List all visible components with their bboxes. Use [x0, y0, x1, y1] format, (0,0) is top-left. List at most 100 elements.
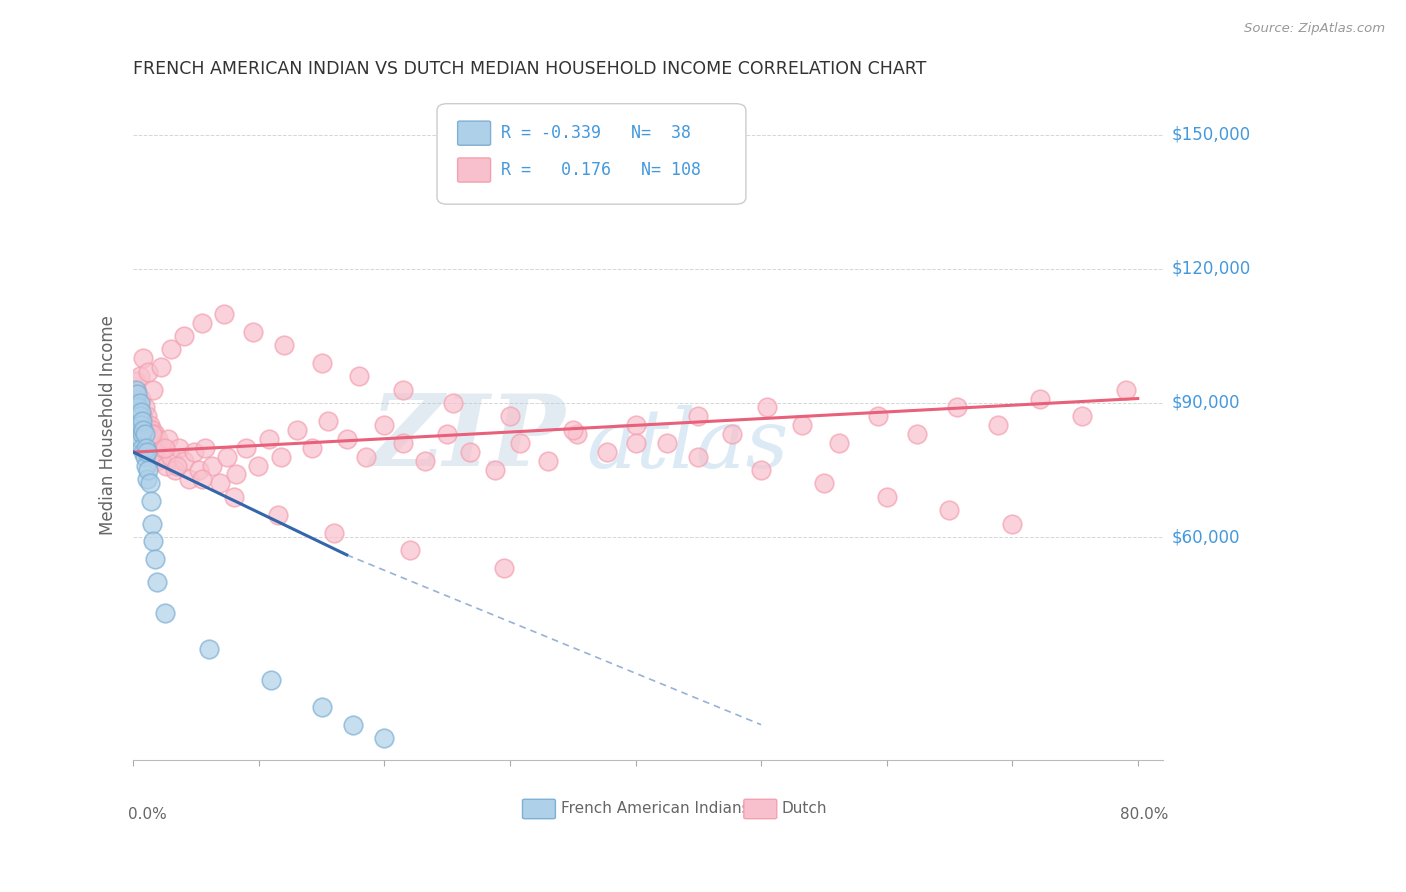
- Point: [143, 427, 166, 442]
- Point: [828, 436, 851, 450]
- Point: [267, 508, 290, 522]
- Point: [148, 432, 170, 446]
- Text: atlas: atlas: [586, 406, 789, 485]
- Point: [349, 369, 371, 384]
- Point: [139, 436, 162, 450]
- Point: [152, 441, 174, 455]
- Point: [149, 360, 172, 375]
- Point: [127, 396, 149, 410]
- Text: ZIP: ZIP: [371, 391, 565, 487]
- Point: [191, 316, 214, 330]
- Point: [273, 338, 295, 352]
- Point: [124, 383, 146, 397]
- Point: [749, 463, 772, 477]
- Point: [138, 418, 160, 433]
- Point: [197, 641, 219, 656]
- Point: [413, 454, 436, 468]
- Point: [225, 467, 247, 482]
- Point: [127, 418, 149, 433]
- Point: [125, 392, 148, 406]
- Point: [129, 405, 152, 419]
- Point: [129, 392, 152, 406]
- Point: [132, 414, 155, 428]
- Point: [624, 418, 647, 433]
- Point: [565, 427, 588, 442]
- Point: [167, 441, 190, 455]
- Point: [260, 673, 283, 687]
- FancyBboxPatch shape: [523, 799, 555, 819]
- FancyBboxPatch shape: [744, 799, 776, 819]
- Point: [492, 561, 515, 575]
- Point: [756, 401, 779, 415]
- Point: [721, 427, 744, 442]
- Point: [135, 441, 157, 455]
- Point: [131, 409, 153, 424]
- Point: [141, 516, 163, 531]
- Point: [124, 392, 146, 406]
- Point: [173, 454, 195, 468]
- Point: [135, 458, 157, 473]
- Point: [127, 401, 149, 415]
- Point: [138, 476, 160, 491]
- Text: $150,000: $150,000: [1171, 126, 1250, 144]
- Point: [160, 343, 183, 357]
- Point: [311, 699, 333, 714]
- Point: [136, 472, 159, 486]
- Point: [128, 409, 150, 424]
- Point: [132, 351, 155, 366]
- Point: [938, 503, 960, 517]
- Text: R =   0.176   N= 108: R = 0.176 N= 108: [501, 161, 700, 179]
- Point: [443, 396, 465, 410]
- Point: [142, 534, 165, 549]
- Point: [217, 450, 239, 464]
- Point: [129, 432, 152, 446]
- Point: [595, 445, 617, 459]
- Point: [125, 374, 148, 388]
- Point: [876, 490, 898, 504]
- Point: [316, 414, 339, 428]
- Point: [142, 445, 165, 459]
- Point: [201, 458, 224, 473]
- Point: [398, 543, 420, 558]
- Point: [160, 450, 183, 464]
- Point: [127, 405, 149, 419]
- Point: [173, 329, 195, 343]
- Point: [342, 717, 364, 731]
- Point: [212, 307, 235, 321]
- Text: 0.0%: 0.0%: [128, 807, 167, 822]
- Point: [792, 418, 814, 433]
- Point: [128, 396, 150, 410]
- Point: [246, 458, 269, 473]
- Point: [354, 450, 377, 464]
- Point: [128, 401, 150, 415]
- Point: [129, 409, 152, 424]
- Point: [987, 418, 1010, 433]
- Y-axis label: Median Household Income: Median Household Income: [100, 316, 117, 535]
- Point: [142, 383, 165, 397]
- Point: [208, 476, 231, 491]
- Point: [127, 414, 149, 428]
- Point: [146, 574, 169, 589]
- Point: [127, 414, 149, 428]
- Text: 80.0%: 80.0%: [1119, 807, 1168, 822]
- Point: [187, 463, 209, 477]
- Point: [127, 405, 149, 419]
- Point: [138, 463, 160, 477]
- Point: [141, 427, 163, 442]
- FancyBboxPatch shape: [437, 103, 745, 204]
- Point: [149, 450, 172, 464]
- Point: [135, 432, 157, 446]
- Point: [166, 458, 188, 473]
- Point: [285, 423, 308, 437]
- Text: Source: ZipAtlas.com: Source: ZipAtlas.com: [1244, 22, 1385, 36]
- Point: [323, 525, 346, 540]
- Point: [131, 441, 153, 455]
- Point: [536, 454, 558, 468]
- Point: [655, 436, 678, 450]
- Text: $60,000: $60,000: [1171, 528, 1240, 546]
- Point: [128, 418, 150, 433]
- Point: [301, 441, 323, 455]
- Point: [1115, 383, 1137, 397]
- Point: [194, 441, 217, 455]
- FancyBboxPatch shape: [457, 158, 491, 182]
